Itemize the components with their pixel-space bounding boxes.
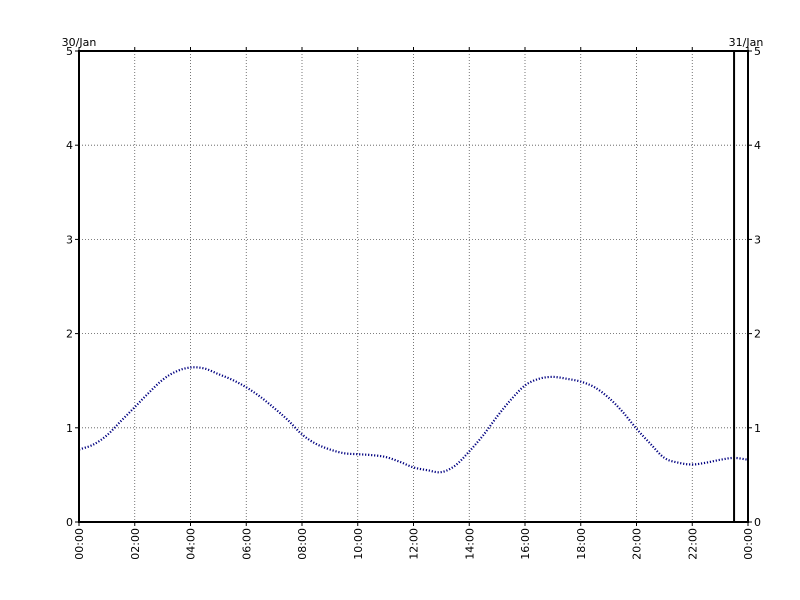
x-tick-label: 06:00: [240, 528, 253, 560]
y-tick-label-left: 1: [66, 422, 73, 435]
x-tick-label: 14:00: [463, 528, 476, 560]
y-tick-label-left: 4: [66, 139, 73, 152]
plot-frame: [75, 47, 752, 526]
y-tick-label-right: 4: [754, 139, 761, 152]
y-tick-label-right: 3: [754, 233, 761, 246]
y-tick-label-left: 2: [66, 328, 73, 341]
y-tick-label-left: 3: [66, 233, 73, 246]
y-tick-label-right: 0: [754, 516, 761, 529]
x-tick-label: 20:00: [631, 528, 644, 560]
x-tick-label: 08:00: [296, 528, 309, 560]
x-tick-label: 04:00: [185, 528, 198, 560]
y-tick-label-right: 5: [754, 45, 761, 58]
x-tick-label: 10:00: [352, 528, 365, 560]
x-tick-label: 12:00: [408, 528, 421, 560]
x-tick-label: 22:00: [686, 528, 699, 560]
y-tick-label-left: 5: [66, 45, 73, 58]
axis-labels: 30/Jan 31/Jan 0 0 1 1 2 2 3 3 4 4 5 5 00:00 02:00 04:0…: [62, 36, 764, 560]
x-tick-label: 00:00: [73, 528, 86, 560]
y-tick-label-right: 1: [754, 422, 761, 435]
series-line: [78, 366, 749, 474]
x-tick-label: 00:00: [742, 528, 755, 560]
x-tick-label: 18:00: [575, 528, 588, 560]
y-tick-label-left: 0: [66, 516, 73, 529]
y-tick-label-right: 2: [754, 328, 761, 341]
end-date-label: 31/Jan: [729, 36, 764, 49]
plot-border: [78, 50, 749, 523]
start-date-label: 30/Jan: [62, 36, 97, 49]
series-plot: [78, 366, 749, 474]
x-tick-label: 02:00: [129, 528, 142, 560]
grid-lines: [79, 51, 748, 522]
x-tick-label: 16:00: [519, 528, 532, 560]
